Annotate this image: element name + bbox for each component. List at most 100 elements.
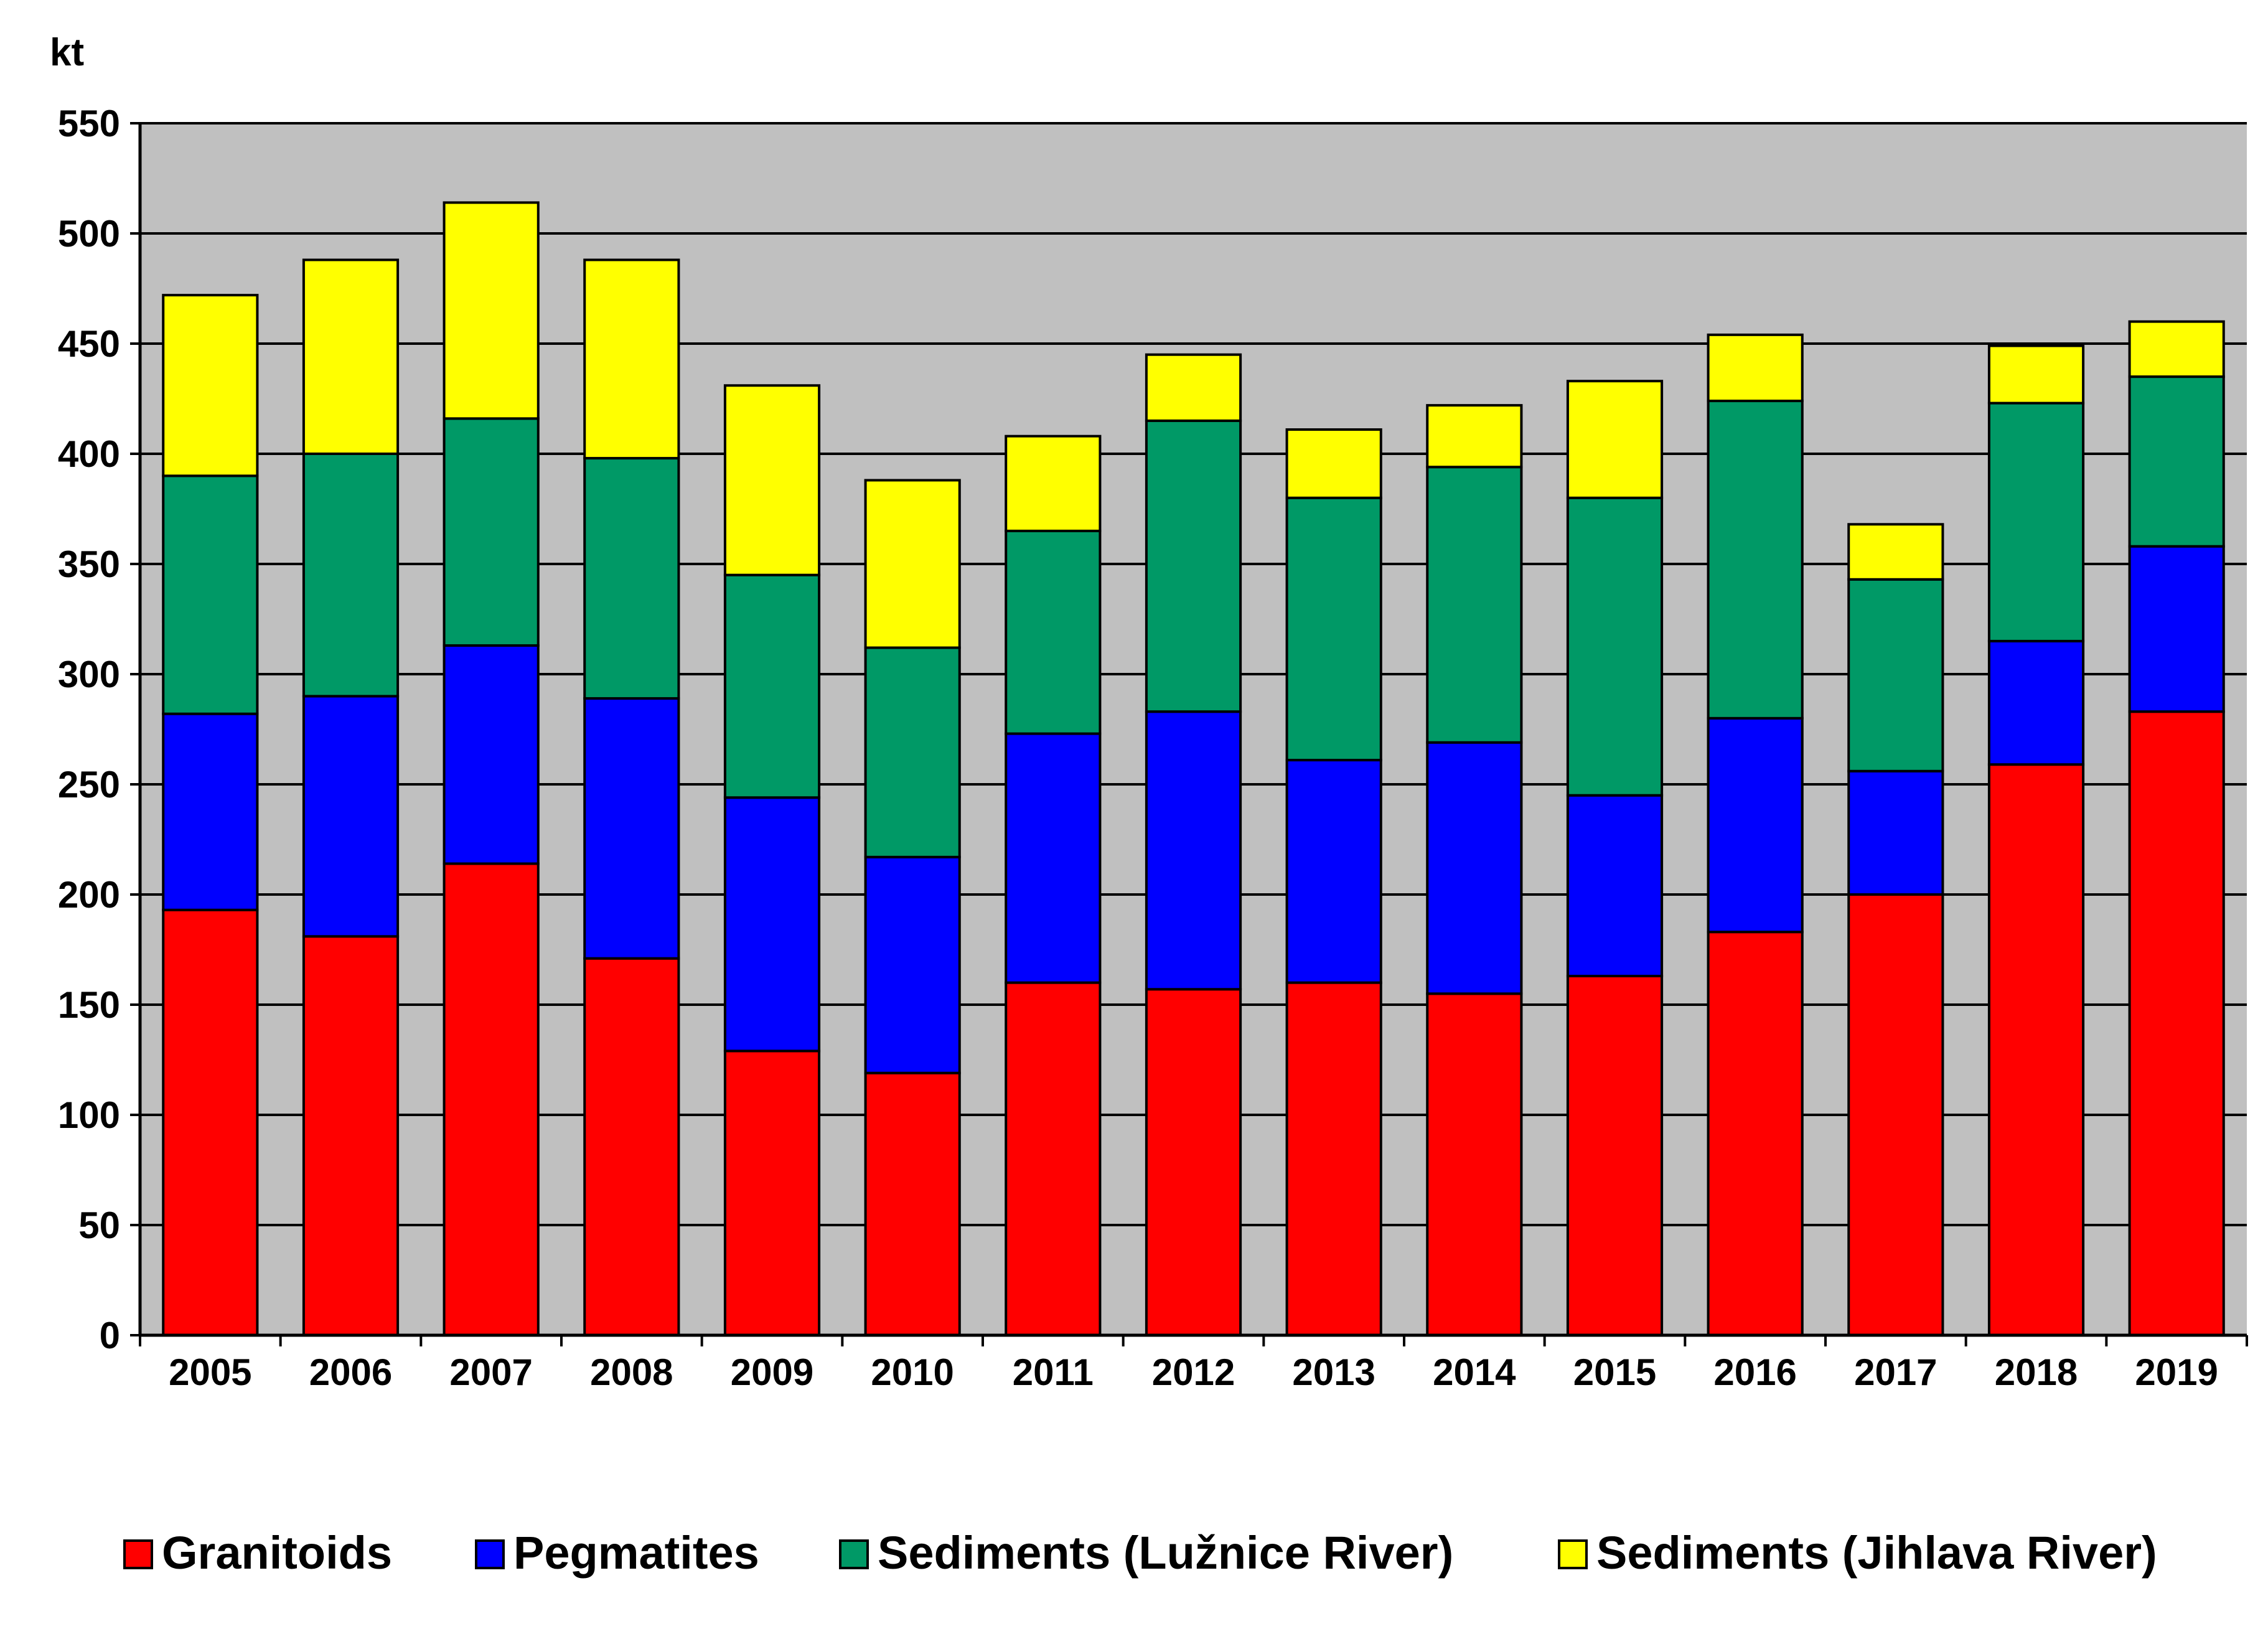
bar-segment — [1426, 741, 1523, 995]
bar-segment — [1847, 523, 1944, 581]
legend-swatch — [123, 1539, 153, 1569]
y-tick-label: 250 — [58, 764, 120, 805]
y-axis-ticks: 0 50 100 150 200 250 300 350 400 450 500 550 — [58, 103, 140, 1356]
x-tick-label: 2010 — [871, 1351, 954, 1393]
y-tick-label: 150 — [58, 984, 120, 1026]
bar-segment — [2128, 320, 2225, 378]
bar-segment — [1987, 402, 2085, 642]
bar-segment — [1426, 404, 1523, 469]
bar-segment — [1145, 710, 1242, 991]
legend-label: Sediments (Jihlava River) — [1596, 1527, 2157, 1579]
bar-segment — [302, 258, 400, 455]
bar-segment — [1145, 419, 1242, 713]
bar-segment — [1285, 981, 1382, 1336]
bar-segment — [1426, 992, 1523, 1337]
bar-segment — [1285, 759, 1382, 984]
y-tick-label: 500 — [58, 213, 120, 255]
bar-segment — [1005, 981, 1102, 1336]
bar-segment — [302, 453, 400, 698]
x-tick-label: 2019 — [2135, 1351, 2218, 1393]
y-tick-label: 400 — [58, 433, 120, 475]
y-tick-label: 350 — [58, 543, 120, 585]
legend-swatch — [1558, 1539, 1588, 1569]
bars — [162, 201, 2225, 1337]
bar-segment — [162, 908, 259, 1336]
bar-segment — [1847, 893, 1944, 1336]
bar-segment — [864, 855, 961, 1074]
bar-segment — [162, 294, 259, 477]
bar-segment — [1426, 466, 1523, 744]
bar-segment — [723, 384, 821, 576]
legend-label: Sediments (Lužnice River) — [878, 1527, 1453, 1579]
bar-segment — [1987, 763, 2085, 1336]
y-tick-label: 450 — [58, 323, 120, 365]
legend-swatch — [839, 1539, 869, 1569]
bar-segment — [583, 258, 680, 460]
x-tick-label: 2006 — [309, 1351, 392, 1393]
y-tick-label: 50 — [78, 1205, 120, 1246]
bar-segment — [1005, 434, 1102, 532]
y-axis-unit-label: kt — [50, 31, 84, 74]
x-tick-label: 2012 — [1152, 1351, 1235, 1393]
legend-label: Pegmatites — [513, 1527, 759, 1579]
y-tick-label: 0 — [100, 1315, 120, 1356]
bar-segment — [2128, 710, 2225, 1337]
bar-segment — [443, 417, 540, 647]
bar-segment — [1285, 496, 1382, 762]
legend-label: Granitoids — [162, 1527, 392, 1579]
bar-segment — [443, 201, 540, 420]
x-tick-label: 2013 — [1292, 1351, 1375, 1393]
bar-segment — [583, 697, 680, 960]
x-tick-label: 2014 — [1433, 1351, 1516, 1393]
bar-segment — [162, 712, 259, 911]
y-tick-label: 300 — [58, 654, 120, 695]
legend-item: Sediments (Lužnice River) — [839, 1527, 1453, 1579]
bar-segment — [443, 862, 540, 1336]
bar-segment — [302, 935, 400, 1336]
bar-segment — [1285, 428, 1382, 499]
x-tick-label: 2009 — [731, 1351, 813, 1393]
bar-segment — [1847, 578, 1944, 773]
x-tick-label: 2017 — [1854, 1351, 1937, 1393]
bar-segment — [1987, 639, 2085, 766]
bar-segment — [1005, 529, 1102, 735]
bar-segment — [1566, 974, 1664, 1336]
bar-segment — [1847, 769, 1944, 896]
x-tick-label: 2018 — [1995, 1351, 2078, 1393]
bar-segment — [864, 1071, 961, 1336]
bar-segment — [1566, 380, 1664, 499]
x-tick-label: 2016 — [1713, 1351, 1796, 1393]
bar-segment — [1566, 496, 1664, 797]
bar-segment — [302, 695, 400, 938]
bar-segment — [583, 457, 680, 700]
legend-item: Pegmatites — [475, 1527, 759, 1579]
y-tick-label: 550 — [58, 103, 120, 144]
bar-segment — [1707, 333, 1804, 403]
bar-segment — [443, 644, 540, 865]
bar-segment — [1145, 988, 1242, 1336]
bar-segment — [1005, 732, 1102, 984]
legend-item: Sediments (Jihlava River) — [1558, 1527, 2157, 1579]
x-axis-ticks: 2005 2006 2007 2008 2009 2010 2011 2012 2013 2014… — [139, 1335, 2248, 1393]
x-tick-label: 2011 — [1013, 1351, 1094, 1393]
x-tick-label: 2007 — [449, 1351, 532, 1393]
bar-segment — [864, 646, 961, 858]
y-tick-label: 200 — [58, 874, 120, 916]
bar-segment — [1987, 344, 2085, 405]
bar-segment — [1145, 353, 1242, 422]
bar-segment — [864, 479, 961, 649]
x-tick-label: 2005 — [169, 1351, 251, 1393]
x-tick-label: 2015 — [1573, 1351, 1656, 1393]
bar-segment — [1707, 400, 1804, 720]
bar-segment — [1707, 716, 1804, 934]
bar-segment — [1566, 794, 1664, 977]
bar-segment — [723, 1050, 821, 1336]
legend-swatch — [475, 1539, 505, 1569]
y-tick-label: 100 — [58, 1094, 120, 1136]
bar-segment — [2128, 375, 2225, 548]
x-tick-label: 2008 — [590, 1351, 673, 1393]
bar-segment — [162, 474, 259, 715]
bar-segment — [583, 957, 680, 1337]
bar-segment — [723, 573, 821, 799]
